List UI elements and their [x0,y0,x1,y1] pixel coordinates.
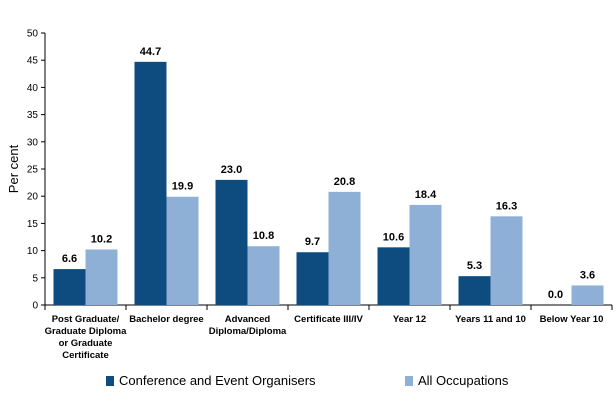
y-tick-label: 50 [27,29,39,40]
x-tick-label: Advanced Diploma/Diploma [209,314,287,337]
x-tick-label: Years 11 and 10 [455,314,526,325]
x-tick-label: Below Year 10 [540,314,604,325]
data-label: 10.2 [91,234,112,246]
data-label: 5.3 [467,260,482,272]
data-label: 6.6 [62,253,77,265]
y-tick-label: 45 [27,56,39,67]
data-label: 9.7 [305,236,320,248]
bar [571,285,604,305]
y-tick-label: 30 [27,137,39,148]
legend-swatch [106,376,114,386]
legend-label: All Occupations [418,373,509,388]
bar [458,276,491,305]
data-label: 20.8 [334,176,355,188]
data-label: 3.6 [580,269,595,281]
chart-bars [53,61,604,305]
data-label: 10.6 [383,231,404,243]
chart-labels: 6.6 10.2 Post Graduate/Graduate Diploma or … [45,46,604,361]
y-tick-label: 20 [27,192,39,203]
data-label: 10.8 [253,230,274,242]
x-tick-label: Year 12 [393,314,426,325]
bar [166,196,199,305]
x-tick-label: Bachelor degree [129,314,203,325]
data-label: 0.0 [548,289,563,301]
y-tick-label: 15 [27,219,39,230]
x-tick-label: Certificate III/IV [294,314,363,325]
data-label: 18.4 [415,189,437,201]
y-tick-label: 10 [27,246,39,257]
bar [409,204,442,305]
bar [134,61,167,305]
x-tick-label: Post Graduate/Graduate Diploma or Graduat… [45,314,128,361]
y-tick-label: 5 [32,273,38,284]
bar [85,249,118,305]
legend-label: Conference and Event Organisers [119,373,316,388]
y-tick-label: 0 [32,301,38,312]
y-tick-label: 40 [27,83,39,94]
data-label: 44.7 [140,46,161,58]
bar [215,179,248,305]
bar [377,247,410,305]
bar [490,216,523,305]
bar [296,252,329,305]
chart-legend: Conference and Event Organisers All Occup… [106,373,509,388]
legend-swatch [405,376,413,386]
bar [328,191,361,305]
bar [53,269,86,305]
bar [247,246,280,305]
data-label: 19.9 [172,181,193,193]
y-axis-label: Per cent [6,144,21,193]
y-tick-label: 35 [27,110,39,121]
data-label: 23.0 [221,164,242,176]
y-tick-label: 25 [27,165,39,176]
data-label: 16.3 [496,200,517,212]
